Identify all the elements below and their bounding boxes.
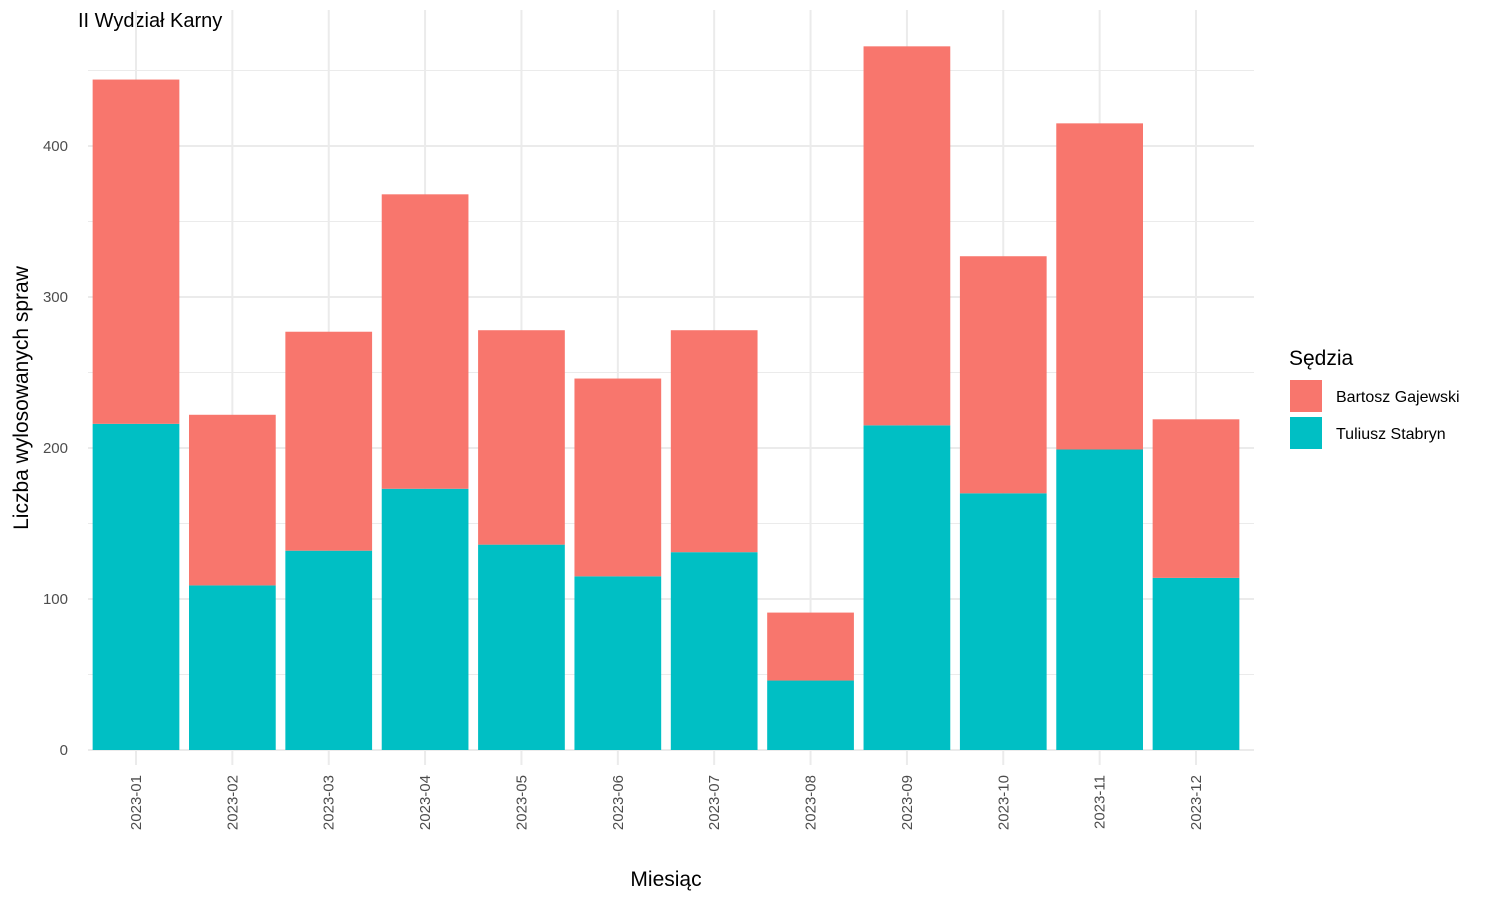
legend-title: Sędzia — [1289, 347, 1354, 370]
bars — [92, 46, 1240, 750]
legend-swatch-tuliusz-stabryn — [1290, 417, 1322, 449]
bar-tuliusz-stabryn-2023-06 — [574, 576, 662, 750]
legend: Sędzia Bartosz Gajewski Tuliusz Stabryn — [1289, 347, 1460, 449]
x-tick-label: 2023-08 — [803, 775, 820, 830]
x-tick-label: 2023-04 — [417, 775, 434, 830]
y-tick-label: 0 — [60, 742, 68, 759]
bar-tuliusz-stabryn-2023-05 — [478, 544, 565, 750]
x-tick-label: 2023-07 — [706, 775, 723, 830]
bar-bartosz-gajewski-2023-09 — [863, 46, 951, 426]
legend-label-tuliusz-stabryn: Tuliusz Stabryn — [1336, 426, 1446, 443]
bar-bartosz-gajewski-2023-11 — [1056, 123, 1143, 450]
bar-tuliusz-stabryn-2023-09 — [863, 425, 951, 750]
y-tick-label: 100 — [43, 591, 68, 608]
x-axis-title: Miesiąc — [630, 868, 701, 891]
bar-bartosz-gajewski-2023-04 — [381, 194, 469, 489]
bar-bartosz-gajewski-2023-01 — [92, 79, 180, 424]
bar-bartosz-gajewski-2023-06 — [574, 378, 662, 577]
bar-tuliusz-stabryn-2023-07 — [670, 552, 758, 750]
legend-swatch-bartosz-gajewski — [1290, 380, 1322, 412]
y-axis-title: Liczba wylosowanych spraw — [10, 265, 33, 530]
bar-tuliusz-stabryn-2023-10 — [959, 493, 1047, 750]
x-tick-label: 2023-09 — [899, 775, 916, 830]
legend-label-bartosz-gajewski: Bartosz Gajewski — [1336, 389, 1460, 406]
bar-bartosz-gajewski-2023-08 — [767, 612, 854, 681]
bar-tuliusz-stabryn-2023-08 — [767, 680, 854, 750]
x-tick-label: 2023-06 — [610, 775, 627, 830]
bar-bartosz-gajewski-2023-07 — [670, 330, 758, 553]
bar-bartosz-gajewski-2023-10 — [959, 256, 1047, 494]
bar-bartosz-gajewski-2023-05 — [478, 330, 565, 545]
bar-bartosz-gajewski-2023-03 — [285, 331, 373, 551]
bar-tuliusz-stabryn-2023-01 — [92, 423, 180, 750]
bar-tuliusz-stabryn-2023-12 — [1152, 577, 1240, 750]
x-axis-ticks: 2023-01 2023-02 2023-03 2023-04 2023-05 2023-… — [128, 775, 1205, 830]
chart-title: II Wydział Karny — [78, 10, 222, 32]
bar-tuliusz-stabryn-2023-02 — [189, 585, 276, 750]
x-tick-label: 2023-10 — [995, 775, 1012, 830]
x-tick-label: 2023-02 — [224, 775, 241, 830]
x-tick-label: 2023-01 — [128, 775, 145, 830]
bar-bartosz-gajewski-2023-02 — [189, 414, 276, 586]
x-tick-label: 2023-05 — [513, 775, 530, 830]
bar-bartosz-gajewski-2023-12 — [1152, 419, 1240, 578]
y-axis-ticks: 0 100 200 300 400 — [43, 138, 68, 759]
y-tick-label: 200 — [43, 440, 68, 457]
bar-tuliusz-stabryn-2023-04 — [381, 488, 469, 750]
y-tick-label: 300 — [43, 289, 68, 306]
bar-tuliusz-stabryn-2023-11 — [1056, 449, 1143, 750]
x-tick-label: 2023-12 — [1188, 775, 1205, 830]
x-tick-label: 2023-03 — [321, 775, 338, 830]
bar-tuliusz-stabryn-2023-03 — [285, 550, 373, 750]
x-tick-label: 2023-11 — [1092, 775, 1109, 829]
y-tick-label: 400 — [43, 138, 68, 155]
